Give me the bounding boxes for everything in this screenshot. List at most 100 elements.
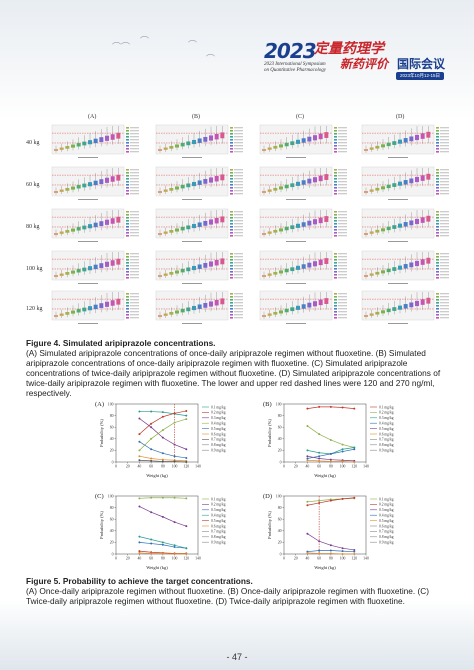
series-point bbox=[185, 461, 188, 463]
series-point bbox=[161, 541, 164, 544]
y-tick-label: 100 bbox=[108, 402, 114, 406]
legend-entry: 0.4 mg/kg bbox=[379, 514, 394, 518]
figure5-chart-a: (A) 0 20 40 60 80 100 0 20 40 60 80 100 120 140 Weight … bbox=[95, 401, 226, 478]
series-point bbox=[161, 452, 164, 455]
legend-entry: 0.8 mg/kg bbox=[211, 535, 226, 539]
figure5-title: Figure 5. Probability to achieve the tar… bbox=[26, 576, 253, 586]
concentration-boxplot-thumbnail bbox=[155, 290, 243, 324]
legend-entry: 0.7 mg/kg bbox=[379, 530, 394, 534]
series-point bbox=[329, 452, 332, 455]
header-background bbox=[0, 0, 474, 120]
series-point bbox=[306, 455, 309, 458]
x-tick-label: 40 bbox=[138, 465, 142, 469]
figure5-chart-b: (B) 0 20 40 60 80 100 0 20 40 60 80 100 120 140 Weight … bbox=[263, 401, 394, 478]
figure5-panel-c: (C) 0 20 40 60 80 100 0 20 40 60 80 100 120 140 Weight … bbox=[94, 490, 244, 572]
x-tick-label: 140 bbox=[195, 557, 201, 561]
series-point bbox=[185, 456, 188, 459]
legend-entry: 0.6 mg/kg bbox=[211, 524, 226, 528]
figure4-row-label: 40 kg bbox=[26, 140, 40, 146]
series-point bbox=[329, 460, 332, 463]
concentration-boxplot-thumbnail bbox=[51, 208, 139, 242]
x-tick-label: 40 bbox=[306, 557, 310, 561]
series-point bbox=[173, 460, 176, 463]
series-point bbox=[161, 411, 164, 414]
concentration-boxplot-thumbnail bbox=[259, 208, 347, 242]
series-point bbox=[173, 412, 176, 415]
y-tick-label: 20 bbox=[110, 541, 114, 545]
y-tick-label: 40 bbox=[278, 437, 282, 441]
series-point bbox=[329, 549, 332, 552]
series-point bbox=[341, 406, 344, 409]
series-point bbox=[138, 541, 141, 544]
y-tick-label: 60 bbox=[110, 426, 114, 430]
legend-entry: 0.5 mg/kg bbox=[211, 519, 226, 523]
figure5-panel-d: (D) 0 20 40 60 80 100 0 20 40 60 80 100 120 140 Weight … bbox=[262, 490, 412, 572]
series-point bbox=[318, 433, 321, 436]
legend-entry: 0.3 mg/kg bbox=[211, 416, 226, 420]
series-point bbox=[161, 415, 164, 418]
series-point bbox=[138, 550, 141, 553]
x-tick-label: 40 bbox=[306, 465, 310, 469]
figure4-row-label: 80 kg bbox=[26, 224, 40, 230]
series-point bbox=[161, 515, 164, 518]
concentration-boxplot-thumbnail bbox=[51, 166, 139, 200]
series-point bbox=[150, 426, 153, 429]
figure4-col-label: (C) bbox=[296, 114, 304, 120]
series-point bbox=[161, 496, 164, 499]
series-point bbox=[341, 497, 344, 500]
figure5-panel-a: (A) 0 20 40 60 80 100 0 20 40 60 80 100 120 140 Weight … bbox=[94, 398, 244, 480]
legend-entry: 0.1 mg/kg bbox=[211, 405, 226, 409]
y-axis-label: Probability (%) bbox=[267, 419, 272, 447]
concentration-boxplot-thumbnail bbox=[259, 250, 347, 284]
bird-decoration: ⌒ bbox=[140, 36, 150, 46]
series-point bbox=[138, 505, 141, 508]
series-point bbox=[318, 501, 321, 504]
y-tick-label: 20 bbox=[110, 449, 114, 453]
legend-entry: 0.5 mg/kg bbox=[379, 427, 394, 431]
series-point bbox=[329, 458, 332, 461]
panel-label: (C) bbox=[95, 493, 104, 500]
series-point bbox=[306, 500, 309, 503]
x-tick-label: 100 bbox=[340, 557, 346, 561]
series-point bbox=[341, 443, 344, 446]
series-point bbox=[150, 552, 153, 555]
series-point bbox=[150, 437, 153, 440]
x-tick-label: 120 bbox=[351, 465, 357, 469]
series-point bbox=[329, 552, 332, 555]
legend-entry: 0.2 mg/kg bbox=[211, 411, 226, 415]
x-tick-label: 80 bbox=[161, 465, 165, 469]
series-point bbox=[306, 407, 309, 410]
concentration-boxplot-thumbnail bbox=[361, 250, 449, 284]
series-point bbox=[341, 547, 344, 550]
series-point bbox=[306, 459, 309, 462]
series-point bbox=[353, 548, 356, 551]
logo-chinese-subtitle: 新药评价 bbox=[340, 57, 389, 71]
concentration-boxplot-thumbnail bbox=[51, 290, 139, 324]
series-point bbox=[353, 553, 356, 555]
series-point bbox=[173, 443, 176, 446]
bird-decoration: ⌒⌒ bbox=[112, 42, 131, 52]
legend-entry: 0.9 mg/kg bbox=[379, 449, 394, 453]
series-point bbox=[138, 551, 141, 554]
concentration-boxplot-thumbnail bbox=[155, 250, 243, 284]
figure4-grid: (A) (B) (C) (D) 40 kg 60 kg 80 kg 100 kg… bbox=[26, 114, 452, 336]
legend-entry: 0.5 mg/kg bbox=[211, 427, 226, 431]
series-point bbox=[173, 421, 176, 424]
series-point bbox=[306, 457, 309, 460]
y-tick-label: 80 bbox=[278, 506, 282, 510]
series-point bbox=[306, 449, 309, 452]
legend-entry: 0.6 mg/kg bbox=[379, 524, 394, 528]
figure5-chart-d: (D) 0 20 40 60 80 100 0 20 40 60 80 100 120 140 Weight … bbox=[263, 493, 394, 570]
series-point bbox=[138, 417, 141, 420]
x-tick-label: 60 bbox=[149, 465, 153, 469]
y-axis-label: Probability (%) bbox=[267, 511, 272, 539]
series-point bbox=[185, 497, 188, 500]
series-point bbox=[329, 499, 332, 502]
x-tick-label: 60 bbox=[149, 557, 153, 561]
x-tick-label: 80 bbox=[329, 465, 333, 469]
series-point bbox=[318, 459, 321, 462]
series-point bbox=[353, 407, 356, 410]
concentration-boxplot-thumbnail bbox=[51, 124, 139, 158]
x-axis-label: Weight (kg) bbox=[146, 565, 168, 570]
series-point bbox=[341, 460, 344, 463]
